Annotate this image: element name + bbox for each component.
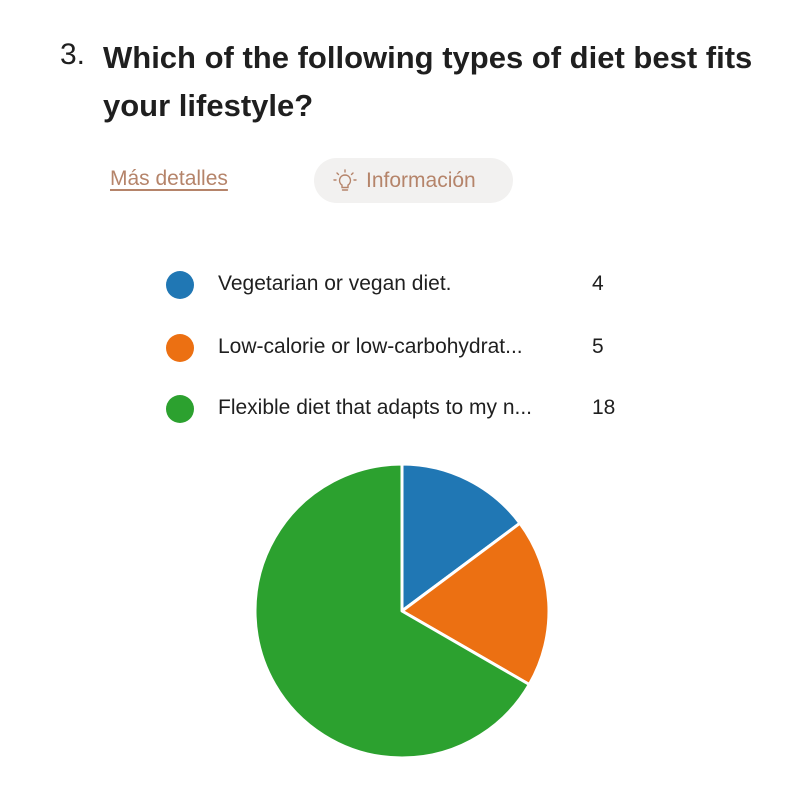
legend-count: 4: [592, 272, 604, 295]
legend-item: Vegetarian or vegan diet. 4: [166, 270, 604, 300]
legend-swatch: [166, 334, 194, 362]
pie-slice: [400, 521, 551, 686]
pie-slice: [253, 462, 531, 760]
legend-swatch: [166, 271, 194, 299]
pie-chart: [253, 462, 551, 760]
legend-item: Low-calorie or low-carbohydrat... 5: [166, 333, 604, 363]
more-details-link[interactable]: Más detalles: [110, 167, 228, 190]
legend-count: 5: [592, 335, 604, 358]
info-button[interactable]: Información: [314, 158, 513, 203]
legend-label: Low-calorie or low-carbohydrat...: [218, 335, 523, 358]
legend-count: 18: [592, 396, 616, 419]
legend-label: Vegetarian or vegan diet.: [218, 272, 452, 295]
legend-swatch: [166, 395, 194, 423]
info-label: Información: [366, 168, 476, 192]
question-title: Which of the following types of diet bes…: [103, 40, 753, 123]
question-number: 3.: [60, 38, 86, 71]
lightbulb-icon: [333, 168, 357, 191]
legend-item: Flexible diet that adapts to my n... 18: [166, 394, 615, 424]
legend-label: Flexible diet that adapts to my n...: [218, 396, 532, 419]
pie-slice: [400, 462, 522, 613]
